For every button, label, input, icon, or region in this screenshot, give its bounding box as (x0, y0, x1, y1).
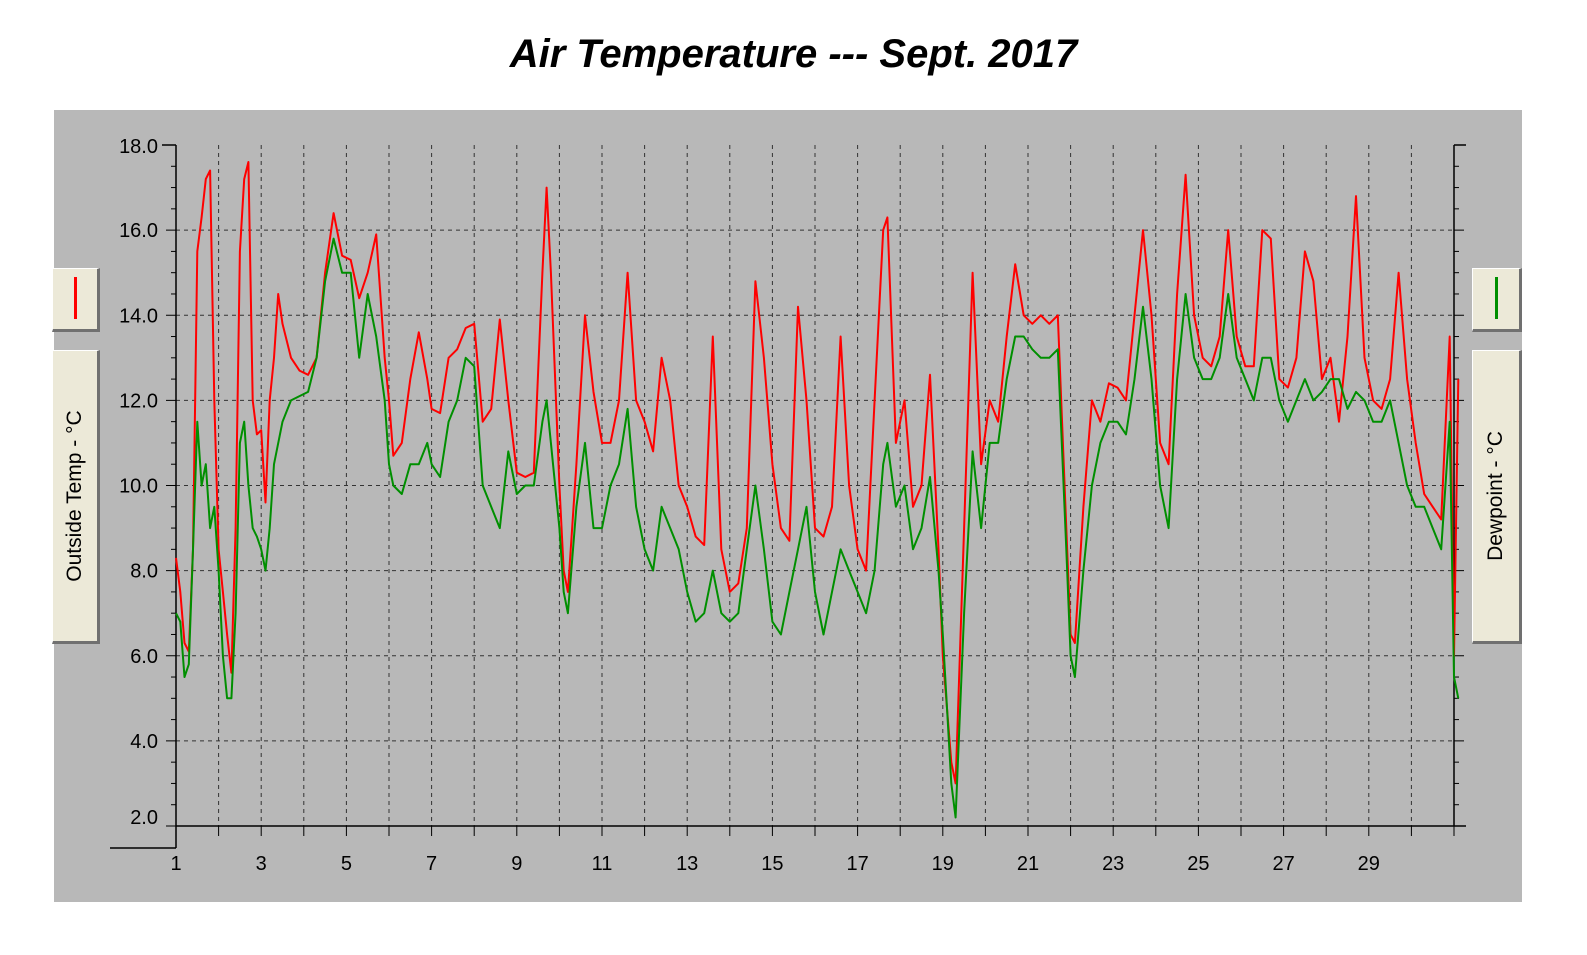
outside-temp-legend-tab (52, 268, 100, 332)
axes (110, 144, 1466, 849)
y-tick-label: 16.0 (119, 220, 158, 242)
dewpoint-line (175, 237, 1460, 819)
x-tick-label: 17 (846, 853, 868, 875)
dewpoint-legend-tab (1472, 268, 1522, 332)
y-tick-label: 8.0 (130, 561, 158, 583)
x-tick-label: 5 (341, 853, 352, 875)
x-tick-label: 1 (170, 853, 181, 875)
series (175, 161, 1460, 819)
outside-temp-legend-swatch (74, 277, 77, 319)
outside-temp-axis-tab: Outside Temp - °C (52, 350, 100, 644)
x-tick-label: 19 (932, 853, 954, 875)
chart-title: Air Temperature --- Sept. 2017 (509, 32, 1078, 76)
dewpoint-axis-tab: Dewpoint - °C (1472, 350, 1522, 644)
x-tick-label: 23 (1102, 853, 1124, 875)
x-tick-label: 15 (761, 853, 783, 875)
x-tick-label: 25 (1187, 853, 1209, 875)
chart-panel: Outside Temp - °C Dewpoint - °C (52, 110, 1522, 902)
y-tick-label: 14.0 (119, 305, 158, 327)
y-tick-label: 12.0 (119, 390, 158, 412)
grid (176, 145, 1454, 826)
x-tick-label: 27 (1272, 853, 1294, 875)
x-tick-label: 21 (1017, 853, 1039, 875)
x-tick-label: 7 (426, 853, 437, 875)
outside-temp-line (175, 161, 1460, 785)
y-tick-label: 18.0 (119, 136, 158, 158)
x-tick-label: 3 (256, 853, 267, 875)
y-tick-label: 2.0 (130, 807, 158, 829)
x-tick-label: 9 (511, 853, 522, 875)
y-tick-label: 10.0 (119, 476, 158, 498)
y-tick-label: 4.0 (130, 731, 158, 753)
x-tick-label: 11 (592, 853, 613, 875)
y-tick-label: 6.0 (130, 646, 158, 668)
x-tick-label: 29 (1358, 853, 1380, 875)
dewpoint-legend-swatch (1495, 277, 1498, 319)
tick-labels: 2.04.06.08.010.012.014.016.018.01 3 5 7 9 11 1… (119, 136, 1380, 875)
x-tick-label: 13 (676, 853, 698, 875)
